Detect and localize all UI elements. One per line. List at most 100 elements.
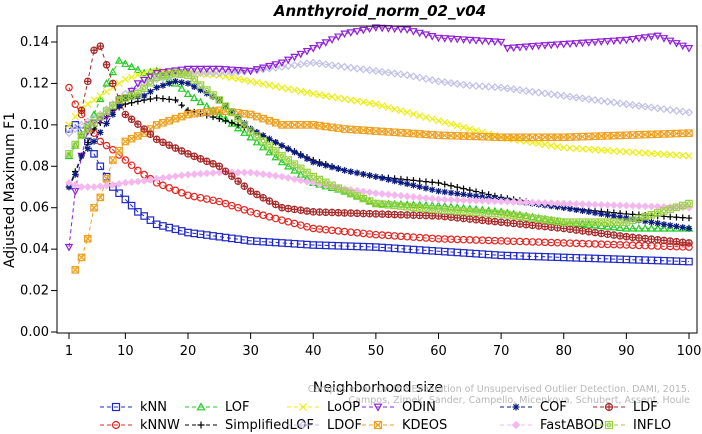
data-point <box>278 172 286 181</box>
data-point <box>585 208 592 216</box>
data-point <box>202 169 211 178</box>
data-point <box>221 167 230 176</box>
data-point <box>603 38 612 46</box>
data-point <box>253 112 261 121</box>
data-point <box>466 125 474 133</box>
data-point <box>378 102 386 110</box>
data-point <box>140 92 148 100</box>
data-point <box>102 107 111 115</box>
data-point <box>678 223 687 232</box>
data-point <box>572 226 581 234</box>
data-point <box>372 173 380 180</box>
data-point <box>635 234 643 242</box>
data-point <box>139 76 149 85</box>
data-point <box>679 151 687 160</box>
legend-swatch-marker <box>604 402 614 412</box>
data-point <box>228 108 236 117</box>
data-point <box>434 34 443 43</box>
data-point <box>366 172 373 179</box>
data-point <box>428 76 437 85</box>
data-point <box>403 71 412 80</box>
data-point <box>166 96 173 103</box>
data-point <box>77 131 86 140</box>
data-point <box>440 212 449 221</box>
series-loop <box>65 67 693 160</box>
data-point <box>202 69 211 78</box>
data-point <box>115 79 123 88</box>
data-point <box>579 207 586 215</box>
data-point <box>422 113 430 122</box>
data-point <box>422 194 430 203</box>
legend-swatch-marker <box>373 403 383 412</box>
data-point <box>385 176 392 183</box>
data-point <box>460 185 467 192</box>
data-point <box>297 87 305 95</box>
data-point <box>622 100 631 109</box>
data-point <box>522 133 530 142</box>
data-point <box>678 42 687 51</box>
legend-swatch-marker <box>604 420 614 430</box>
data-point <box>340 30 349 39</box>
data-point <box>397 191 405 200</box>
data-point <box>403 192 412 201</box>
data-point <box>240 182 249 190</box>
data-point <box>609 37 619 46</box>
data-point <box>465 81 474 90</box>
data-point <box>622 201 631 210</box>
data-point <box>672 106 681 115</box>
y-tick-label: 0.10 <box>20 118 49 133</box>
data-point <box>572 93 581 102</box>
data-point <box>559 40 568 49</box>
data-point <box>622 148 630 156</box>
data-point <box>321 60 330 69</box>
data-point <box>234 114 242 123</box>
data-point <box>158 73 167 83</box>
data-point <box>371 189 380 198</box>
data-point <box>284 145 292 153</box>
data-point <box>97 129 104 136</box>
data-point <box>634 223 644 232</box>
legend-swatch-marker <box>111 420 121 430</box>
legend-label: LDOF <box>327 418 362 433</box>
data-point <box>209 160 217 168</box>
data-point <box>64 243 74 252</box>
data-point <box>221 68 230 77</box>
data-point <box>240 121 249 129</box>
data-point <box>647 149 656 158</box>
data-point <box>215 168 224 177</box>
data-point <box>590 38 600 47</box>
data-point <box>152 135 161 144</box>
data-point <box>622 36 631 45</box>
data-point <box>603 201 612 209</box>
data-point <box>71 140 80 149</box>
data-point <box>128 73 136 81</box>
data-point <box>528 214 537 222</box>
data-point <box>140 69 148 77</box>
data-point <box>90 150 98 158</box>
data-point <box>253 190 261 199</box>
data-point <box>609 201 618 210</box>
y-tick-label: 0.00 <box>20 325 49 340</box>
data-point <box>629 148 637 156</box>
data-point <box>378 210 386 218</box>
data-point <box>402 200 412 208</box>
data-point <box>466 192 474 199</box>
data-point <box>309 90 317 98</box>
data-point <box>659 35 669 43</box>
data-point <box>584 39 594 47</box>
series-knn <box>65 121 693 266</box>
data-point <box>572 200 581 208</box>
x-axis-title: Neighborhood size <box>313 380 443 396</box>
data-point <box>121 75 129 83</box>
data-point <box>616 232 624 240</box>
data-point <box>653 236 662 244</box>
data-point <box>196 65 205 74</box>
data-point <box>497 83 506 92</box>
data-point <box>547 41 556 50</box>
data-point <box>667 213 674 221</box>
data-point <box>454 190 461 197</box>
data-point <box>321 39 330 47</box>
data-point <box>109 111 117 118</box>
data-point <box>391 105 399 113</box>
